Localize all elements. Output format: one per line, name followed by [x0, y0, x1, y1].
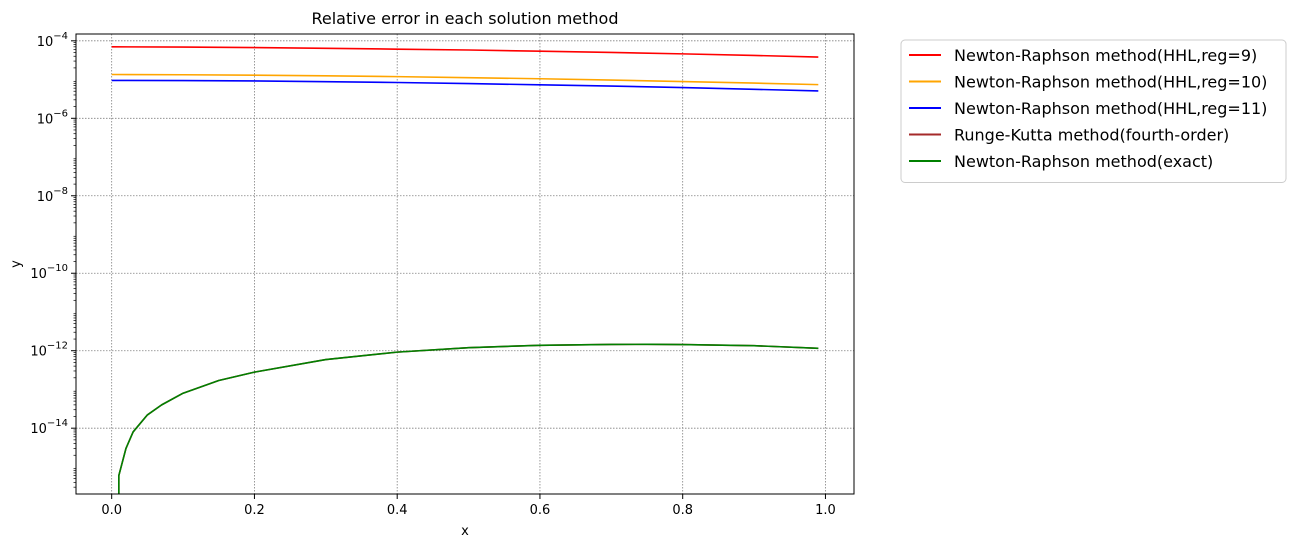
x-tick-label: 0.4: [387, 503, 408, 518]
series-line-2: [111, 73, 819, 86]
x-tick-label: 0.2: [244, 503, 265, 518]
legend: Newton-Raphson method(HHL,reg=9) Newton-R…: [900, 39, 1287, 183]
chart-title: Relative error in each solution method: [311, 9, 618, 28]
y-tick-label: 10−10: [30, 263, 68, 282]
x-tick-label: 0.0: [101, 503, 122, 518]
x-tick-label: 0.8: [672, 503, 693, 518]
axis-layer: 0.0 0.2 0.4 0.6 0.8 1.0 10−14 10−12 10−10 10−8 10−…: [30, 31, 835, 518]
x-tick-label: 1.0: [815, 503, 836, 518]
legend-label: Newton-Raphson method(exact): [954, 152, 1213, 171]
y-tick-label: 10−12: [30, 341, 68, 360]
y-tick-label: 10−14: [30, 418, 68, 437]
series-line-4: [118, 343, 819, 494]
x-tick-label: 0.6: [530, 503, 551, 518]
plot-frame: [75, 33, 855, 495]
series-line-5: [118, 343, 819, 494]
x-axis-label: x: [461, 524, 469, 539]
y-tick-label: 10−6: [37, 108, 68, 127]
legend-label: Runge-Kutta method(fourth-order): [954, 126, 1229, 145]
legend-label: Newton-Raphson method(HHL,reg=9): [954, 46, 1257, 65]
grid-layer: [76, 34, 854, 494]
series-line-1: [111, 46, 819, 58]
series-layer: [111, 46, 819, 494]
legend-box: [900, 39, 1287, 183]
y-axis-label: y: [9, 260, 24, 268]
series-line-3: [111, 79, 819, 92]
legend-label: Newton-Raphson method(HHL,reg=11): [954, 99, 1267, 118]
legend-label: Newton-Raphson method(HHL,reg=10): [954, 73, 1267, 92]
y-tick-label: 10−8: [37, 186, 68, 205]
y-tick-label: 10−4: [37, 31, 68, 50]
